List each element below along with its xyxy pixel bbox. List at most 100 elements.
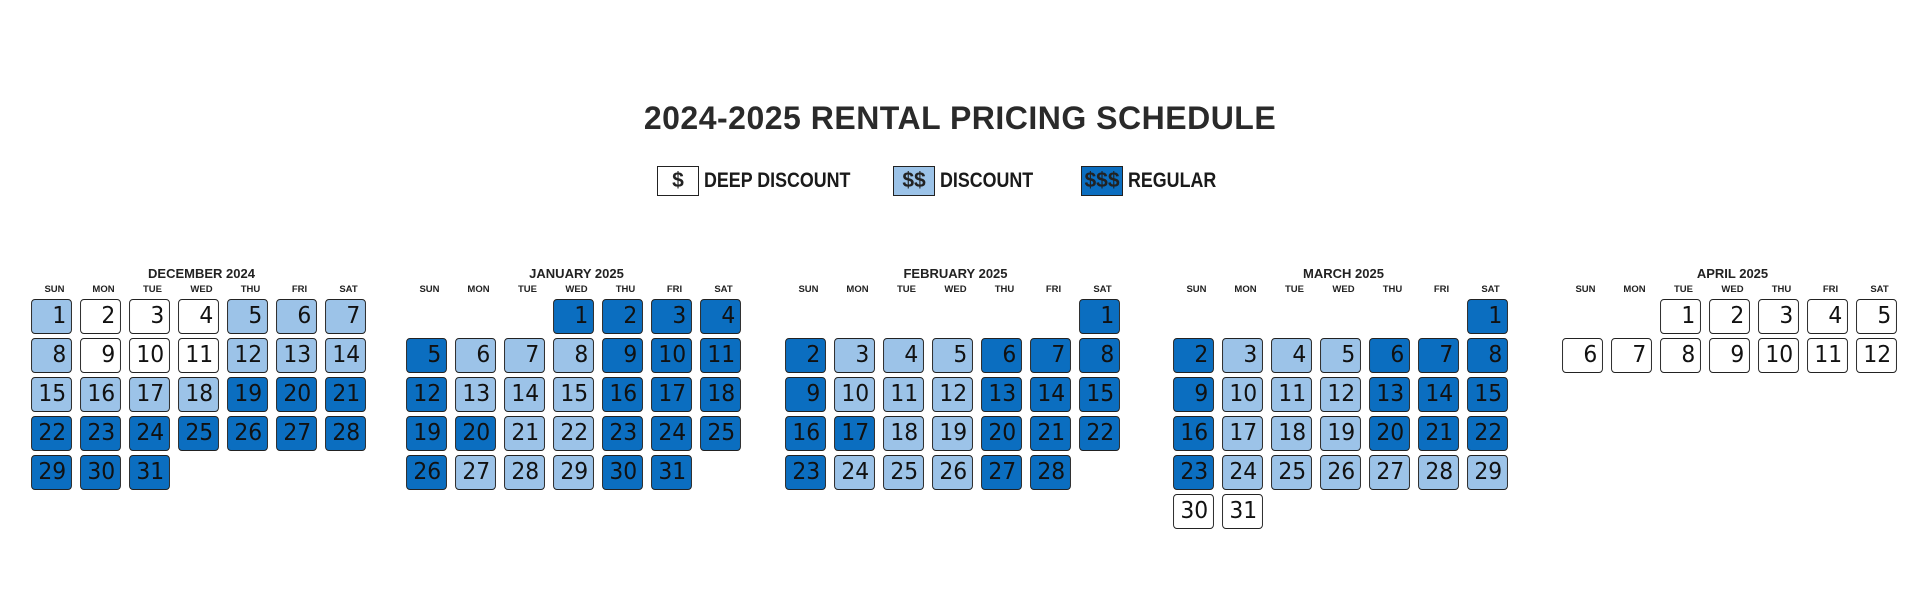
day-cell: 9 xyxy=(1709,338,1750,373)
day-cell: 17 xyxy=(651,377,692,412)
page-title: 2024-2025 RENTAL PRICING SCHEDULE xyxy=(643,100,1277,136)
day-grid: 1 2 3 4 5 6 7 8 9 10 11 12 13 14 15 16 17 18 19 20 21 22 23 24 2… xyxy=(405,299,748,494)
day-cell: 13 xyxy=(981,377,1022,412)
day-cell: 18 xyxy=(178,377,219,412)
empty-cell xyxy=(1029,299,1078,338)
day-cell: 20 xyxy=(981,416,1022,451)
day-grid: 1 2 3 4 5 6 7 8 9 10 11 12 xyxy=(1561,299,1904,377)
day-cell: 8 xyxy=(1079,338,1120,373)
legend-label: REGULAR xyxy=(1128,169,1217,192)
month-calendar: FEBRUARY 2025 SUN MON TUE WED THU FRI SAT 1 2 3 4 5 6… xyxy=(784,266,1127,494)
weekday-label: THU xyxy=(1771,284,1792,295)
day-cell: 24 xyxy=(129,416,170,451)
day-cell: 25 xyxy=(883,455,924,490)
empty-cell xyxy=(833,299,882,338)
day-cell: 21 xyxy=(325,377,366,412)
month-calendar: APRIL 2025 SUN MON TUE WED THU FRI SAT 1 2 3 4 5 6 7 8 9… xyxy=(1561,266,1904,377)
day-cell: 14 xyxy=(325,338,366,373)
day-cell: 27 xyxy=(1369,455,1410,490)
weekday-label: FRI xyxy=(1433,284,1450,295)
day-cell: 2 xyxy=(785,338,826,373)
day-cell: 7 xyxy=(325,299,366,334)
day-cell: 27 xyxy=(981,455,1022,490)
empty-cell xyxy=(1368,299,1417,338)
day-cell: 29 xyxy=(31,455,72,490)
day-cell: 4 xyxy=(883,338,924,373)
legend-regular: $$$ REGULAR xyxy=(1081,165,1232,197)
day-cell: 14 xyxy=(1030,377,1071,412)
empty-cell xyxy=(1561,299,1610,338)
month-title: FEBRUARY 2025 xyxy=(903,266,1008,281)
day-cell: 28 xyxy=(504,455,545,490)
empty-cell xyxy=(980,299,1029,338)
legend-label: DEEP DISCOUNT xyxy=(704,169,851,192)
day-cell: 3 xyxy=(1222,338,1263,373)
weekday-header: SUN MON TUE WED THU FRI SAT xyxy=(1561,284,1904,299)
day-cell: 12 xyxy=(227,338,268,373)
day-cell: 9 xyxy=(785,377,826,412)
weekday-label: FRI xyxy=(666,284,683,295)
weekday-label: MON xyxy=(467,284,490,295)
day-cell: 18 xyxy=(1271,416,1312,451)
day-cell: 15 xyxy=(1467,377,1508,412)
day-cell: 16 xyxy=(602,377,643,412)
day-cell: 14 xyxy=(1418,377,1459,412)
weekday-label: SUN xyxy=(1575,284,1596,295)
day-cell: 6 xyxy=(276,299,317,334)
day-cell: 31 xyxy=(1222,494,1263,529)
day-cell: 11 xyxy=(1271,377,1312,412)
day-cell: 1 xyxy=(1467,299,1508,334)
legend-deep-discount: $ DEEP DISCOUNT xyxy=(657,165,876,197)
weekday-label: WED xyxy=(190,284,213,295)
weekday-header: SUN MON TUE WED THU FRI SAT xyxy=(405,284,748,299)
day-cell: 6 xyxy=(1369,338,1410,373)
day-cell: 10 xyxy=(651,338,692,373)
weekday-label: SAT xyxy=(339,284,358,295)
weekday-label: TUE xyxy=(1674,284,1693,295)
day-cell: 27 xyxy=(276,416,317,451)
weekday-header: SUN MON TUE WED THU FRI SAT xyxy=(784,284,1127,299)
day-cell: 4 xyxy=(1271,338,1312,373)
empty-cell xyxy=(1172,299,1221,338)
day-cell: 22 xyxy=(31,416,72,451)
weekday-label: SUN xyxy=(798,284,819,295)
day-cell: 16 xyxy=(785,416,826,451)
day-cell: 22 xyxy=(1079,416,1120,451)
legend-discount: $$ DISCOUNT xyxy=(893,165,1050,197)
day-cell: 5 xyxy=(1320,338,1361,373)
day-cell: 1 xyxy=(31,299,72,334)
day-cell: 25 xyxy=(700,416,741,451)
weekday-label: THU xyxy=(994,284,1015,295)
weekday-label: MON xyxy=(1234,284,1257,295)
month-title: JANUARY 2025 xyxy=(529,266,624,281)
day-cell: 1 xyxy=(553,299,594,334)
weekday-label: MON xyxy=(846,284,869,295)
day-cell: 1 xyxy=(1660,299,1701,334)
day-cell: 6 xyxy=(981,338,1022,373)
day-cell: 30 xyxy=(602,455,643,490)
day-cell: 16 xyxy=(1173,416,1214,451)
weekday-label: TUE xyxy=(518,284,537,295)
day-cell: 29 xyxy=(1467,455,1508,490)
day-cell: 6 xyxy=(455,338,496,373)
day-cell: 2 xyxy=(602,299,643,334)
day-cell: 21 xyxy=(1030,416,1071,451)
month-title: APRIL 2025 xyxy=(1696,266,1769,281)
day-cell: 25 xyxy=(178,416,219,451)
day-cell: 23 xyxy=(602,416,643,451)
legend-swatch-discount: $$ xyxy=(893,166,935,196)
day-cell: 9 xyxy=(1173,377,1214,412)
day-cell: 11 xyxy=(883,377,924,412)
day-cell: 11 xyxy=(700,338,741,373)
weekday-label: SAT xyxy=(714,284,733,295)
day-cell: 10 xyxy=(1758,338,1799,373)
day-cell: 28 xyxy=(1418,455,1459,490)
day-cell: 6 xyxy=(1562,338,1603,373)
weekday-label: WED xyxy=(944,284,967,295)
day-cell: 3 xyxy=(1758,299,1799,334)
day-cell: 19 xyxy=(227,377,268,412)
weekday-label: FRI xyxy=(1822,284,1839,295)
day-cell: 17 xyxy=(1222,416,1263,451)
day-cell: 20 xyxy=(455,416,496,451)
day-cell: 22 xyxy=(553,416,594,451)
